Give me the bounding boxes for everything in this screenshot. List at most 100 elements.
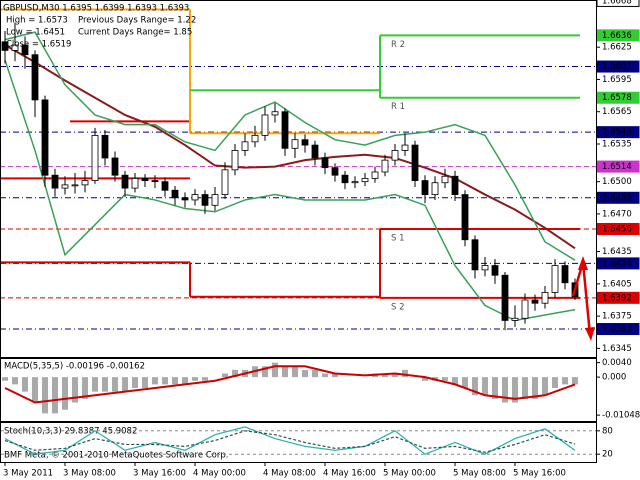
info-prev-range: Previous Days Range= 1.22 — [78, 16, 196, 26]
candle-body — [81, 180, 89, 186]
candle-body — [481, 265, 489, 271]
candle-body — [181, 197, 189, 201]
candle-body — [41, 99, 49, 176]
macd-bar — [552, 377, 558, 389]
candle-body — [511, 317, 519, 321]
stoch-line — [4, 426, 576, 455]
candle-body — [301, 139, 309, 146]
macd-bar — [262, 366, 268, 378]
y-tick-label: 1.6565 — [602, 107, 632, 117]
x-tick-label: 3 May 2011 — [3, 469, 53, 479]
macd-bar — [182, 377, 188, 385]
macd-bar — [462, 377, 468, 389]
macd-bar — [532, 377, 538, 399]
candle-body — [391, 150, 399, 161]
candle-body — [501, 274, 509, 321]
candle-body — [21, 44, 29, 56]
y-tick-label: 0.0040 — [602, 358, 632, 368]
y-tick-label: 1.6625 — [602, 43, 632, 53]
candle-body — [441, 175, 449, 184]
stoch-frame — [0, 422, 597, 463]
y-tick-label: 1.6405 — [602, 279, 632, 289]
macd-bar — [132, 377, 138, 389]
candle-body — [561, 265, 569, 284]
price-label: 1.6514 — [602, 162, 632, 172]
macd-frame — [0, 358, 597, 422]
macd-bar — [112, 377, 118, 392]
macd-title: MACD(5,35,5) -0.00196 -0.00162 — [4, 362, 145, 372]
y-tick-label: 1.6435 — [602, 247, 632, 257]
candle-body — [421, 180, 429, 195]
candle-body — [411, 144, 419, 181]
macd-bar — [32, 377, 38, 403]
y-tick-label: 1.6595 — [602, 75, 632, 85]
macd-bar — [12, 377, 18, 385]
price-label: 1.6636 — [602, 31, 632, 41]
macd-bar — [52, 377, 58, 414]
stoch-line — [4, 430, 576, 453]
candle-body — [401, 144, 409, 151]
price-label: 1.6485 — [602, 193, 632, 203]
macd-bar — [2, 377, 8, 381]
price-label: 1.6546 — [602, 128, 632, 138]
pivot-label: R 1 — [391, 102, 405, 112]
candle-body — [191, 194, 199, 201]
info-high: High = 1.6573 — [6, 16, 68, 26]
candle-body — [341, 174, 349, 184]
candle-body — [31, 54, 39, 101]
info-low: Low = 1.6451 — [6, 28, 65, 38]
x-tick-label: 3 May 16:00 — [133, 469, 186, 479]
macd-bar — [522, 377, 528, 399]
pivot-label: S 2 — [391, 302, 405, 312]
candle-body — [471, 239, 479, 271]
candle-body — [211, 194, 219, 206]
y-tick-label: 1.6470 — [602, 209, 632, 219]
candle-body — [201, 194, 209, 206]
macd-bar — [472, 377, 478, 396]
candle-body — [261, 114, 269, 136]
x-tick-label: 4 May 16:00 — [323, 469, 376, 479]
candle-body — [11, 44, 19, 51]
macd-bar — [452, 377, 458, 385]
macd-bar — [152, 377, 158, 385]
x-tick-label: 4 May 08:00 — [263, 469, 316, 479]
price-label: 1.6424 — [602, 259, 632, 269]
price-label: 1.6392 — [602, 293, 632, 303]
macd-bar — [572, 377, 578, 385]
macd-bar — [542, 377, 548, 396]
macd-bar — [482, 377, 488, 396]
macd-bar — [562, 377, 568, 385]
macd-bar — [302, 369, 308, 378]
candle-body — [51, 174, 59, 189]
x-tick-label: 5 May 16:00 — [513, 469, 566, 479]
macd-bar — [82, 377, 88, 399]
main-frame — [0, 0, 597, 358]
macd-bar — [72, 377, 78, 403]
macd-bar — [282, 366, 288, 378]
macd-bar — [222, 373, 228, 378]
macd-bar — [92, 377, 98, 392]
macd-bar — [502, 377, 508, 403]
x-tick-label: 3 May 08:00 — [63, 469, 116, 479]
macd-bar — [142, 377, 148, 389]
macd-bar — [202, 377, 208, 381]
candle-body — [331, 167, 339, 176]
macd-bar — [192, 377, 198, 381]
arrow-head — [585, 327, 595, 341]
macd-bar — [62, 377, 68, 410]
x-tick-label: 5 May 08:00 — [453, 469, 506, 479]
candle-body — [141, 178, 149, 181]
candle-body — [151, 180, 159, 183]
macd-bar — [102, 377, 108, 392]
candle-body — [111, 157, 119, 176]
indicator-line — [4, 59, 576, 322]
candle-body — [371, 171, 379, 179]
candle-body — [171, 189, 179, 199]
price-label: 1.6363 — [602, 325, 632, 335]
macd-bar — [332, 373, 338, 378]
macd-bar — [232, 369, 238, 378]
y-tick-label: 0.000 — [602, 373, 626, 383]
